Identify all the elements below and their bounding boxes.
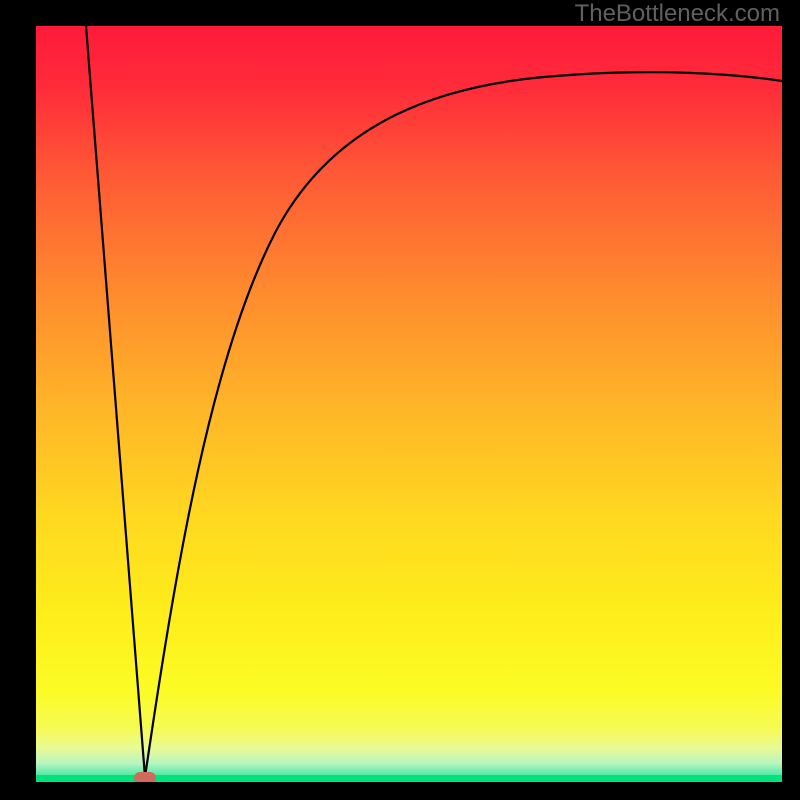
curve-overlay [36, 26, 782, 782]
frame-border-right [782, 0, 800, 800]
curve-right-branch [145, 72, 782, 777]
frame-border-left [0, 0, 36, 800]
curve-left-branch [86, 26, 145, 777]
chart-canvas: TheBottleneck.com [0, 0, 800, 800]
plot-area [36, 26, 782, 782]
watermark-text: TheBottleneck.com [575, 0, 780, 28]
frame-border-bottom [0, 782, 800, 800]
dip-marker [134, 772, 156, 782]
